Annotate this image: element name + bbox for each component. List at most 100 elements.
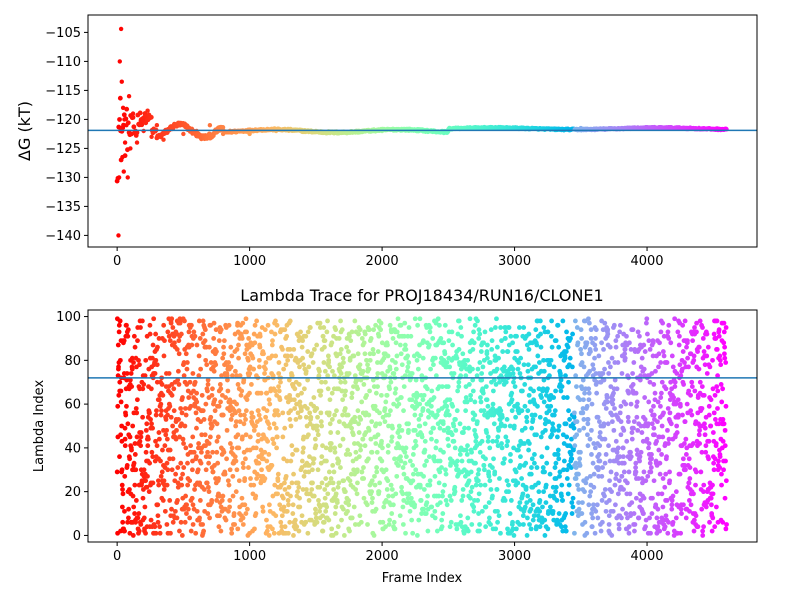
lambda-point — [223, 395, 229, 400]
lambda-point — [618, 419, 624, 425]
lambda-point — [132, 344, 138, 350]
lambda-point — [243, 417, 248, 422]
lambda-point — [203, 443, 208, 449]
lambda-point — [704, 353, 710, 359]
lambda-point — [505, 526, 510, 532]
lambda-point — [504, 443, 510, 449]
lambda-point — [364, 392, 369, 398]
lambda-point — [225, 388, 231, 394]
lambda-point — [273, 513, 279, 519]
lambda-point — [609, 533, 615, 538]
lambda-point — [263, 360, 269, 365]
lambda-point — [612, 482, 618, 488]
lambda-point — [342, 489, 348, 495]
lambda-point — [403, 347, 409, 352]
lambda-point — [444, 403, 450, 409]
lambda-point — [313, 506, 318, 512]
lambda-point — [590, 362, 596, 368]
lambda-point — [325, 373, 331, 379]
lambda-point — [382, 419, 388, 425]
lambda-point — [275, 478, 281, 484]
lambda-point — [125, 421, 131, 427]
lambda-point — [309, 487, 315, 492]
lambda-point — [356, 331, 361, 337]
lambda-point — [540, 504, 545, 510]
lambda-point — [720, 438, 726, 444]
lambda-point — [434, 412, 440, 418]
lambda-point — [401, 333, 407, 339]
lambda-point — [543, 500, 549, 505]
lambda-point — [482, 329, 488, 335]
lambda-point — [470, 347, 476, 352]
y-tick-label: 20 — [64, 485, 81, 500]
lambda-point — [631, 360, 637, 365]
lambda-point — [238, 392, 244, 398]
lambda-point — [132, 511, 138, 516]
lambda-point — [447, 493, 453, 499]
lambda-point — [124, 377, 130, 383]
lambda-point — [488, 327, 494, 333]
lambda-point — [703, 504, 709, 510]
lambda-point — [133, 406, 139, 411]
lambda-point — [478, 482, 484, 488]
lambda-point — [256, 460, 262, 466]
lambda-point — [560, 318, 566, 324]
lambda-point — [521, 325, 527, 330]
lambda-point — [150, 454, 156, 460]
delta-g-point — [148, 114, 154, 120]
lambda-point — [241, 421, 247, 427]
lambda-point — [664, 454, 669, 460]
lambda-point — [422, 463, 428, 468]
lambda-point — [480, 364, 486, 370]
lambda-point — [196, 441, 202, 446]
lambda-point — [166, 371, 172, 376]
lambda-point — [662, 484, 668, 490]
lambda-point — [405, 364, 411, 370]
lambda-point — [594, 390, 600, 396]
lambda-point — [719, 471, 724, 477]
lambda-point — [513, 526, 519, 532]
lambda-point — [406, 427, 411, 433]
lambda-point — [514, 349, 520, 354]
lambda-point — [508, 458, 513, 464]
delta-g-point — [117, 117, 122, 122]
lambda-point — [571, 414, 577, 420]
lambda-point — [404, 368, 410, 374]
lambda-point — [298, 329, 303, 335]
lambda-point — [191, 449, 197, 455]
lambda-point — [378, 392, 384, 398]
lambda-point — [720, 386, 726, 392]
lambda-point — [613, 338, 619, 344]
lambda-chart-title: Lambda Trace for PROJ18434/RUN16/CLONE1 — [240, 286, 603, 305]
lambda-point — [714, 347, 720, 352]
lambda-point — [181, 465, 187, 470]
lambda-point — [646, 445, 651, 451]
lambda-point — [702, 432, 708, 438]
y-tick-label: −115 — [45, 84, 81, 99]
lambda-point — [398, 458, 404, 464]
lambda-point — [240, 434, 245, 440]
lambda-point — [392, 456, 397, 462]
lambda-point — [420, 397, 426, 403]
lambda-point — [613, 502, 618, 508]
lambda-point — [657, 528, 663, 534]
lambda-point — [591, 484, 597, 490]
lambda-point — [647, 515, 652, 521]
lambda-point — [223, 517, 229, 523]
lambda-point — [305, 329, 311, 335]
lambda-point — [440, 489, 446, 495]
lambda-point — [568, 452, 574, 457]
lambda-point — [269, 329, 274, 335]
delta-g-point — [207, 123, 213, 128]
lambda-point — [131, 460, 137, 466]
lambda-point — [687, 465, 693, 470]
delta-g-point — [123, 116, 129, 122]
lambda-point — [437, 425, 443, 431]
lambda-point — [514, 333, 519, 339]
lambda-point — [134, 434, 140, 440]
lambda-point — [477, 360, 483, 365]
lambda-point — [325, 353, 331, 359]
lambda-point — [197, 498, 203, 503]
lambda-point — [556, 423, 562, 429]
lambda-point — [515, 366, 521, 372]
